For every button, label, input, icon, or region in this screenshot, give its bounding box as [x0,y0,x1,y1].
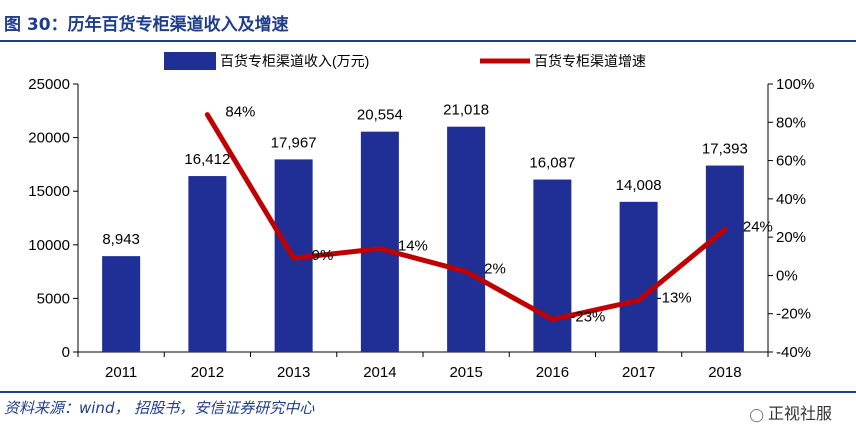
y-right-tick-label: 60% [776,153,806,170]
y-left-tick-label: 5000 [37,290,70,307]
bar-value-label: 16,087 [529,155,575,172]
y-left-tick-label: 25000 [28,76,70,93]
page-title: 图 30：历年百货专柜渠道收入及增速 [4,15,289,35]
x-tick-label: 2016 [536,364,569,381]
legend-label-line: 百货专柜渠道增速 [534,53,646,69]
x-tick-label: 2014 [363,364,396,381]
bar-value-label: 17,393 [702,141,748,158]
footer-divider [0,391,856,393]
bar [619,201,658,352]
y-right-tick-label: 0% [776,267,798,284]
y-right-tick-label: 80% [776,114,806,131]
bar-value-label: 20,554 [357,107,403,124]
wechat-icon: ◯ [749,408,764,423]
growth-point [464,269,469,274]
x-tick-label: 2018 [708,364,741,381]
growth-point [205,112,210,117]
growth-value-label: 14% [398,238,428,255]
bar-value-label: 16,412 [184,151,230,168]
growth-point [636,298,641,303]
y-left-tick-label: 20000 [28,130,70,147]
y-left-tick-label: 0 [62,344,70,361]
watermark: ◯ 正视社服 [749,400,832,424]
bar [360,131,399,352]
growth-point [722,227,727,232]
growth-value-label: 24% [743,218,773,235]
bar-value-label: 17,967 [271,134,317,151]
title-divider [0,40,856,42]
growth-point [550,317,555,322]
bar-value-label: 21,018 [443,102,489,119]
y-left-tick-label: 15000 [28,183,70,200]
bar-value-label: 14,008 [616,177,662,194]
bar [102,256,141,352]
growth-point [291,256,296,261]
bar [533,179,572,352]
growth-value-label: -13% [657,289,692,306]
revenue-growth-chart: 百货专柜渠道收入(万元) 百货专柜渠道增速 0 5000 10000 15000 200… [28,52,814,381]
legend-swatch-bar [164,52,216,70]
x-tick-label: 2011 [105,364,137,381]
y-right-tick-label: 40% [776,191,806,208]
growth-value-label: 9% [312,247,334,264]
chart-bars [102,126,744,352]
y-left-tick-label: 10000 [28,237,70,254]
x-tick-label: 2012 [191,364,224,381]
y-right-tick-label: -40% [776,344,811,361]
chart-growth-labels: 84% 9% 14% 2% -23% -13% 24% [225,104,773,326]
chart-bar-labels: 8,943 16,412 17,967 20,554 21,018 16,087 14,00… [102,102,747,248]
watermark-text: 正视社服 [767,404,832,423]
chart-growth-line [204,112,728,322]
bar-value-label: 8,943 [102,231,140,248]
growth-value-label: -23% [570,308,605,325]
chart-legend: 百货专柜渠道收入(万元) 百货专柜渠道增速 [164,52,646,70]
growth-value-label: 84% [225,104,255,121]
bar [188,176,227,352]
x-tick-label: 2013 [277,364,310,381]
y-right-tick-label: 20% [776,229,806,246]
bar [447,126,486,352]
bar [705,165,744,352]
x-tick-label: 2015 [449,364,482,381]
chart-axes: 0 5000 10000 15000 20000 25000 -40% -20% 0% 20% 40… [28,76,814,381]
legend-label-bar: 百货专柜渠道收入(万元) [220,53,369,69]
source-note: 资料来源：wind， 招股书，安信证券研究中心 [4,399,315,417]
growth-value-label: 2% [484,261,506,278]
x-tick-label: 2017 [622,364,655,381]
growth-point [377,246,382,251]
y-right-tick-label: -20% [776,306,811,323]
y-right-tick-label: 100% [776,76,814,93]
